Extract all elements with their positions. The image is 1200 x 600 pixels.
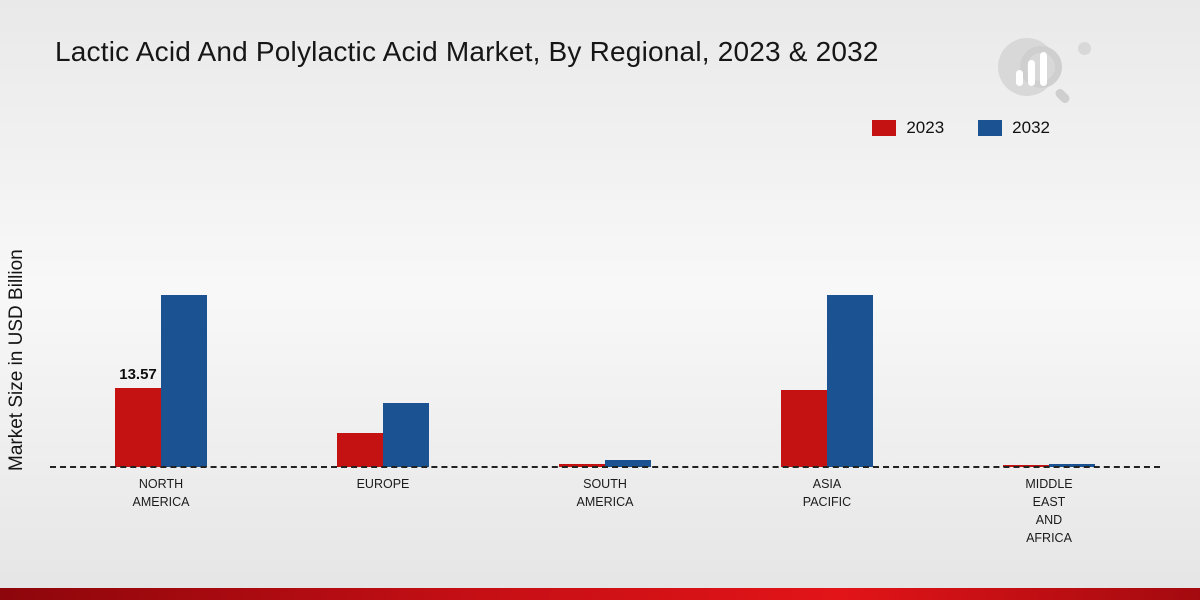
bar-group-asia-pacific [716, 120, 938, 467]
bar-group-middle-east-and-africa [938, 120, 1160, 467]
legend-swatch-2023 [872, 120, 897, 136]
logo-bar-icon [1028, 60, 1035, 86]
y-axis-label: Market Size in USD Billion [6, 249, 27, 471]
legend-label-2032: 2032 [1012, 118, 1050, 137]
bar-2032-middle-east-and-africa [1049, 464, 1095, 467]
chart-title: Lactic Acid And Polylactic Acid Market, … [55, 36, 879, 67]
legend-swatch-2032 [978, 120, 1003, 136]
legend-item-2023: 2023 [872, 118, 944, 138]
plot-area: 13.57 [50, 120, 1160, 467]
bar-2023-north-america: 13.57 [115, 366, 161, 467]
x-axis-baseline [50, 466, 1160, 468]
bar-2032-south-america [605, 460, 651, 467]
legend-label-2023: 2023 [906, 118, 945, 137]
magnifier-handle-icon [1053, 87, 1072, 105]
logo-bar-icon [1016, 70, 1023, 86]
bar-2023-asia-pacific [781, 390, 827, 467]
footer-accent-bar [0, 588, 1200, 600]
logo-bar-icon [1040, 52, 1047, 86]
bar-group-south-america [494, 120, 716, 467]
data-label: 13.57 [119, 366, 157, 383]
bar-group-north-america: 13.57 [50, 120, 272, 467]
category-label: ASIA PACIFIC [802, 477, 852, 510]
legend: 2023 2032 [872, 118, 1050, 138]
bar-2032-asia-pacific [827, 295, 873, 467]
market-research-logo-icon [990, 30, 1095, 112]
bar-2032-north-america [161, 295, 207, 467]
bar-2023-europe [337, 433, 383, 467]
category-label: EUROPE [356, 477, 410, 491]
bar-2032-europe [383, 403, 429, 467]
legend-item-2032: 2032 [978, 118, 1050, 138]
bar-2023-south-america [559, 464, 605, 467]
category-label: MIDDLE EAST AND AFRICA [1025, 477, 1073, 546]
category-label: SOUTH AMERICA [576, 477, 634, 510]
bar-group-europe [272, 120, 494, 467]
category-label: NORTH AMERICA [132, 477, 190, 510]
logo-dot-shape [1078, 42, 1091, 55]
category-labels: NORTH AMERICA EUROPE SOUTH AMERICA ASIA PACIFI… [50, 475, 1160, 548]
